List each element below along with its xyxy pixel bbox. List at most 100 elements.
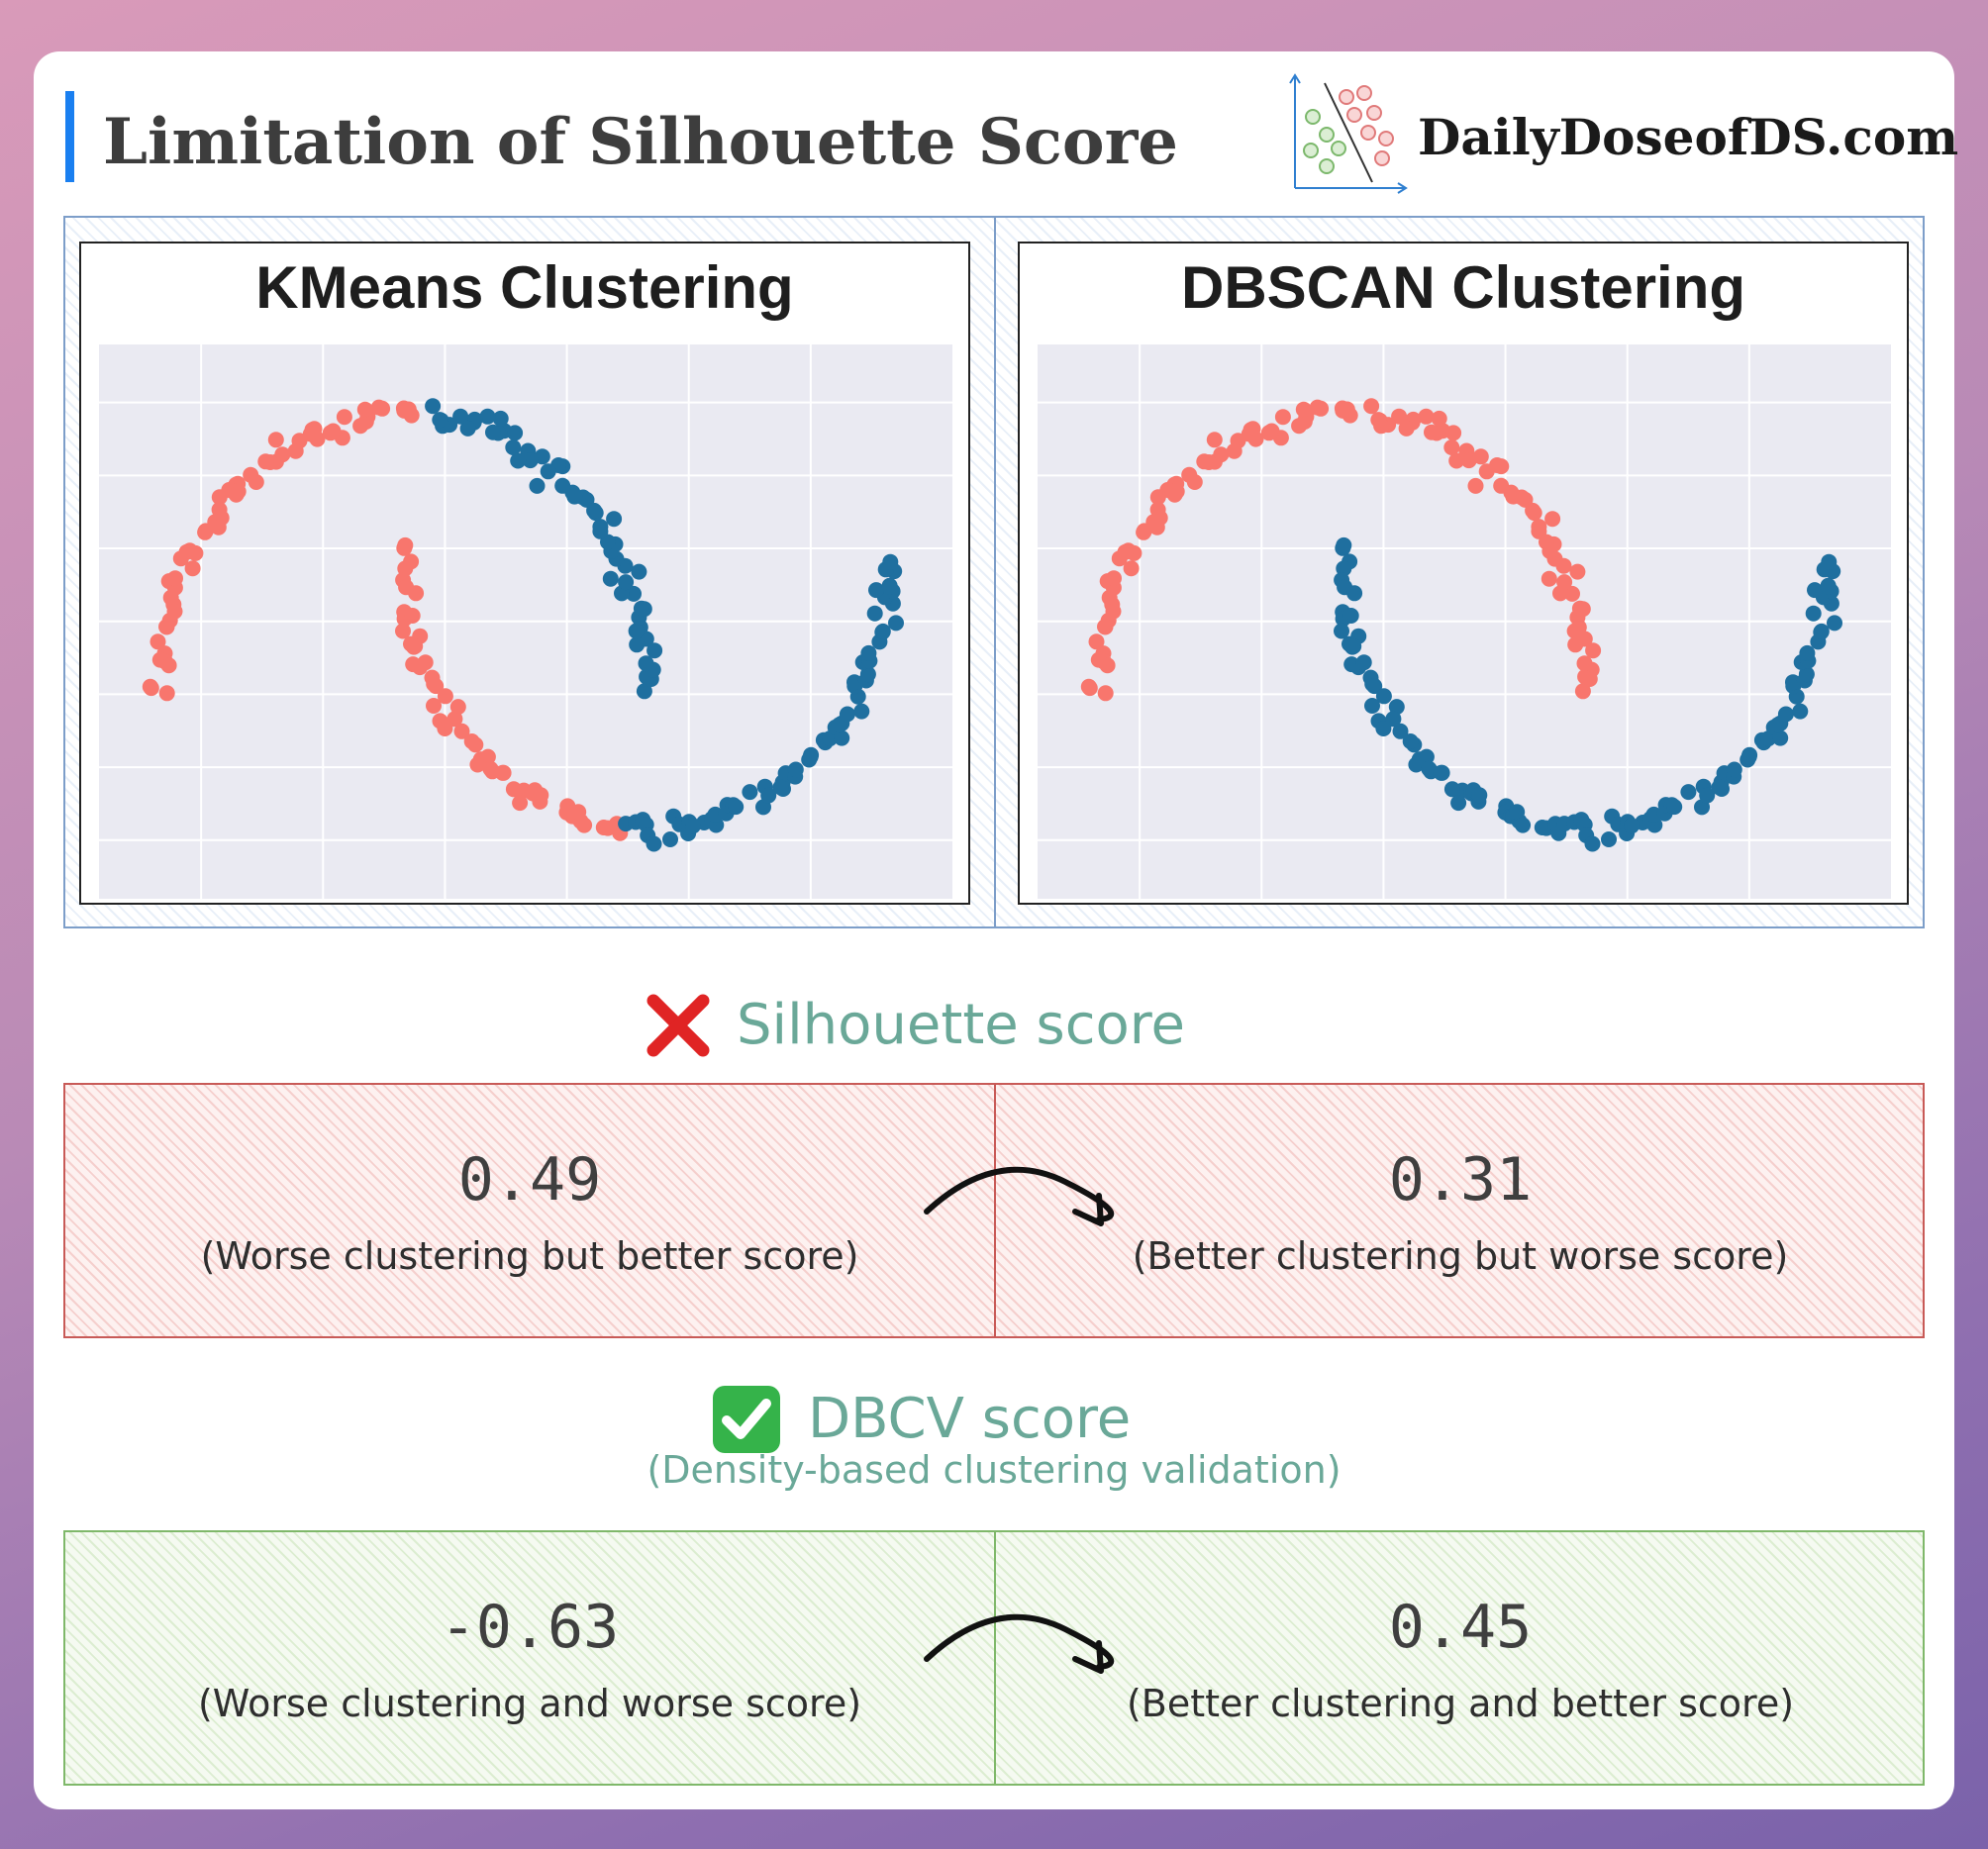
scatter-point (1556, 574, 1573, 591)
scatter-point (628, 623, 645, 639)
scatter-point (1445, 425, 1462, 441)
scatter-point (522, 452, 539, 469)
scatter-point (529, 477, 546, 494)
scatter-point (1807, 582, 1823, 599)
scatter-point (1117, 543, 1134, 560)
scatter-point (570, 804, 587, 821)
scatter-point (1149, 489, 1166, 506)
scatter-point (859, 666, 876, 683)
scatter-point (507, 425, 524, 441)
scatter-point (149, 633, 166, 650)
scatter-point (1355, 654, 1372, 671)
scatter-point (646, 642, 663, 659)
scatter-point (1471, 787, 1488, 804)
scatter-point (397, 536, 414, 553)
scatter-point (1105, 603, 1122, 620)
scatter-point (1827, 615, 1842, 632)
scatter-point (1601, 831, 1617, 847)
dbcv-kmeans-cell: -0.63 (Worse clustering and worse score) (65, 1532, 994, 1784)
scatter-point (143, 680, 159, 697)
scatter-point (210, 519, 227, 535)
scatter-point (1699, 787, 1716, 804)
scatter-point (1375, 688, 1392, 705)
scatter-point (1711, 779, 1728, 796)
scatter-point (432, 412, 448, 429)
page-title: Limitation of Silhouette Score (103, 105, 1178, 179)
scatter-point (505, 781, 522, 798)
scatter-point (1509, 804, 1526, 821)
scatter-point (860, 644, 877, 661)
scatter-point (479, 748, 496, 765)
scatter-point (1196, 453, 1213, 470)
scatter-point (1585, 642, 1602, 659)
scatter-point (356, 401, 373, 418)
scatter-point (1226, 442, 1242, 459)
scatter-point (1460, 452, 1477, 469)
scatter-point (1531, 519, 1547, 535)
scatter-point (1081, 680, 1098, 697)
scatter-point (166, 603, 183, 620)
scatter-point (839, 706, 855, 723)
dbcv-dbscan-cell: 0.45 (Better clustering and better score… (996, 1532, 1925, 1784)
scatter-point (1576, 655, 1593, 672)
scatter-point (437, 721, 453, 736)
scatter-point (602, 570, 619, 587)
scatter-point (1344, 638, 1360, 655)
scatter-point (576, 817, 593, 833)
dbscan-plot-panel: DBSCAN Clustering (1018, 242, 1909, 905)
scatter-logo-icon (1289, 73, 1408, 194)
scatter-point (592, 519, 609, 535)
scatter-point (1106, 570, 1122, 587)
scatter-point (554, 477, 571, 494)
scatter-point (1680, 784, 1697, 801)
curved-arrow-icon (924, 1166, 1115, 1226)
scatter-point (1363, 398, 1380, 415)
scatter-point (760, 787, 777, 804)
scatter-point (1123, 560, 1140, 577)
scatter-point (1772, 730, 1789, 746)
content-card: Limitation of Silhouette Score DailyDose… (34, 51, 1958, 1809)
scatter-point (1370, 412, 1387, 429)
scatter-point (449, 699, 466, 716)
scatter-point (1431, 410, 1447, 427)
scatter-point (1726, 761, 1742, 778)
scatter-point (395, 623, 411, 639)
dbcv-heading: DBCV score (711, 1382, 1131, 1453)
scatter-point (638, 655, 654, 672)
scatter-point (882, 553, 899, 570)
scatter-point (248, 474, 264, 490)
scatter-point (494, 764, 511, 781)
title-accent-bar (65, 91, 74, 182)
scatter-point (1274, 409, 1291, 426)
scatter-point (1798, 666, 1815, 683)
scatter-point (1334, 400, 1350, 417)
scatter-point (888, 615, 904, 632)
scatter-point (1515, 817, 1532, 833)
scatter-point (662, 831, 678, 847)
scatter-point (1799, 644, 1816, 661)
scatter-point (492, 410, 509, 427)
silhouette-dbscan-cell: 0.31 (Better clustering but worse score) (996, 1085, 1925, 1336)
scatter-point (1505, 488, 1522, 505)
silhouette-heading-text: Silhouette score (737, 992, 1186, 1057)
dbscan-plot-title: DBSCAN Clustering (1180, 254, 1746, 321)
scatter-point (618, 574, 635, 591)
scatter-point (417, 654, 434, 671)
scatter-point (1424, 424, 1440, 440)
scatter-point (1571, 600, 1588, 617)
scatter-point (1364, 698, 1380, 714)
scatter-point (1097, 619, 1113, 635)
plots-divider (994, 218, 996, 926)
scatter-point (1821, 553, 1838, 570)
scatter-point (685, 818, 701, 834)
scatter-point (566, 488, 583, 505)
scatter-point (485, 424, 501, 440)
scatter-point (846, 674, 862, 691)
silhouette-kmeans-cell: 0.49 (Worse clustering but better score) (65, 1085, 994, 1336)
scatter-point (1295, 401, 1312, 418)
scatter-point (447, 711, 463, 728)
scatter-point (787, 761, 804, 778)
silhouette-heading: Silhouette score (646, 988, 1185, 1057)
silhouette-kmeans-note: (Worse clustering but better score) (200, 1234, 859, 1278)
scatter-point (370, 399, 387, 416)
